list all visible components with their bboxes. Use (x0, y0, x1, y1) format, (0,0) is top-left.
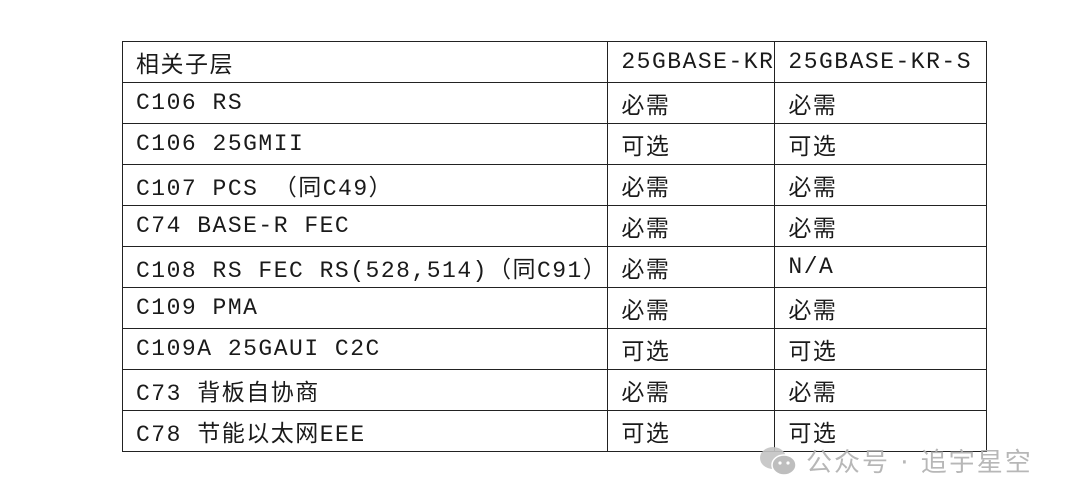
kr-s-cell: 必需 (774, 287, 988, 329)
kr-cell: 可选 (607, 328, 776, 370)
sublayer-cell: C78 节能以太网EEE (121, 410, 609, 452)
table-row: C106 RS 必需 必需 (121, 82, 988, 124)
wechat-icon (760, 446, 797, 476)
table-row: C109 PMA 必需 必需 (121, 287, 988, 329)
header-cell: 相关子层 (121, 41, 609, 83)
table-row: C78 节能以太网EEE 可选 可选 (121, 410, 988, 452)
kr-s-cell: 可选 (774, 328, 988, 370)
header-cell: 25GBASE-KR-S (774, 41, 988, 83)
sublayer-table: 相关子层 25GBASE-KR 25GBASE-KR-S C106 RS 必需 必需… (121, 41, 988, 452)
kr-cell: 必需 (607, 287, 776, 329)
table-row: C109A 25GAUI C2C 可选 可选 (121, 328, 988, 370)
sublayer-cell: C73 背板自协商 (121, 369, 609, 411)
sublayer-cell: C109 PMA (121, 287, 609, 329)
table-row: C108 RS FEC RS(528,514)（同C91） 必需 N/A (121, 246, 988, 288)
kr-cell: 必需 (607, 164, 776, 206)
header-cell: 25GBASE-KR (607, 41, 776, 83)
kr-cell: 必需 (607, 246, 776, 288)
table-row: C74 BASE-R FEC 必需 必需 (121, 205, 988, 247)
sublayer-cell: C109A 25GAUI C2C (121, 328, 609, 370)
watermark: 公众号 · 追宇星空 (758, 442, 1033, 479)
kr-cell: 必需 (607, 205, 776, 247)
watermark-text: 公众号 · 追宇星空 (806, 448, 1033, 478)
sublayer-cell: C108 RS FEC RS(528,514)（同C91） (121, 246, 609, 288)
kr-s-cell: 必需 (774, 164, 988, 206)
sublayer-cell: C74 BASE-R FEC (121, 205, 609, 247)
kr-cell: 可选 (607, 410, 776, 452)
kr-cell: 必需 (607, 369, 776, 411)
kr-cell: 必需 (607, 82, 776, 124)
kr-s-cell: 必需 (774, 205, 988, 247)
table-row: C106 25GMII 可选 可选 (121, 123, 988, 165)
table-row: C73 背板自协商 必需 必需 (121, 369, 988, 411)
kr-s-cell: 必需 (774, 82, 988, 124)
table-header-row: 相关子层 25GBASE-KR 25GBASE-KR-S (121, 41, 988, 83)
sublayer-cell: C106 RS (121, 82, 609, 124)
sublayer-cell: C106 25GMII (121, 123, 609, 165)
kr-s-cell: 可选 (774, 410, 988, 452)
kr-s-cell: N/A (774, 246, 988, 288)
sublayer-cell: C107 PCS （同C49） (121, 164, 609, 206)
kr-s-cell: 必需 (774, 369, 988, 411)
table-row: C107 PCS （同C49） 必需 必需 (121, 164, 988, 206)
kr-cell: 可选 (607, 123, 776, 165)
kr-s-cell: 可选 (774, 123, 988, 165)
